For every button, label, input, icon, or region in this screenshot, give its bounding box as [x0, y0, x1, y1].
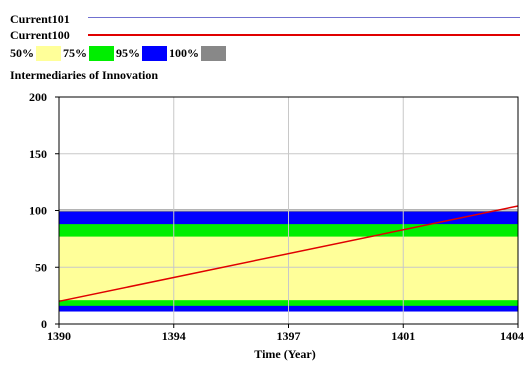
y-tick-label-50: 50 — [35, 260, 47, 274]
band-swatch-100 — [201, 45, 226, 61]
chart-title: Intermediaries of Innovation — [10, 68, 158, 82]
legend-series-1-line — [88, 17, 520, 18]
band-swatch-50 — [36, 45, 61, 61]
band-swatch-95 — [142, 45, 167, 61]
band-legend-label-50: 50% — [10, 45, 34, 60]
y-tick-label-100: 100 — [29, 204, 47, 218]
x-axis-label: Time (Year) — [254, 347, 316, 361]
x-tick-label-1394: 1394 — [162, 329, 186, 343]
x-tick-label-1390: 1390 — [47, 329, 71, 343]
x-tick-label-1401: 1401 — [391, 329, 415, 343]
series-current100-line — [58, 205, 519, 303]
legend-series-2-line — [88, 34, 520, 36]
x-tick-label-1404: 1404 — [500, 329, 524, 343]
band-swatch-75 — [89, 45, 114, 61]
legend-series-1: Current101 — [10, 12, 70, 26]
legend-series-2: Current100 — [10, 28, 70, 42]
band-legend-label-95: 95% — [116, 45, 140, 60]
band-legend-label-75: 75% — [63, 45, 87, 60]
legend-series-1-label: Current101 — [10, 12, 70, 26]
legend-series-2-label: Current100 — [10, 28, 70, 42]
band-legend: 50% 75% 95% 100% — [10, 44, 228, 62]
y-tick-label-150: 150 — [29, 147, 47, 161]
band-legend-label-100: 100% — [169, 45, 199, 60]
x-tick-label-1397: 1397 — [277, 329, 301, 343]
y-tick-label-0: 0 — [41, 317, 47, 331]
y-tick-label-200: 200 — [29, 90, 47, 104]
